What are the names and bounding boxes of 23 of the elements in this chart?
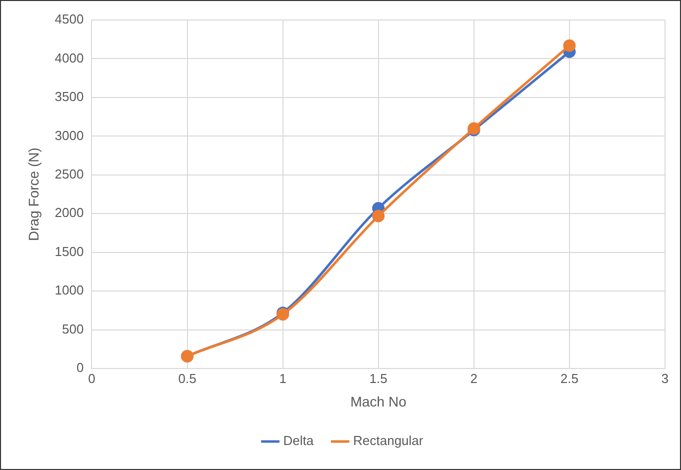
- y-tick-label: 3000: [54, 128, 84, 143]
- legend-label: Rectangular: [353, 433, 424, 448]
- x-tick-label: 0: [88, 370, 96, 386]
- y-tick-label: 1000: [54, 282, 84, 298]
- y-axis-title: Drag Force (N): [25, 148, 42, 241]
- y-tick-label: 3500: [54, 89, 84, 104]
- x-axis-title: Mach No: [350, 393, 407, 410]
- y-tick-label: 4000: [54, 50, 84, 66]
- x-tick-label: 2: [470, 370, 478, 386]
- y-tick-label: 2000: [54, 205, 84, 220]
- x-tick-label: 1.5: [369, 370, 388, 386]
- y-tick-label: 1500: [54, 244, 84, 259]
- y-tick-label: 500: [62, 321, 84, 336]
- x-tick-label: 0.5: [178, 370, 196, 386]
- legend-label: Delta: [283, 433, 314, 448]
- point: [563, 39, 576, 52]
- point: [372, 210, 385, 222]
- x-tick-label: 2.5: [560, 370, 578, 386]
- y-tick-label: 2500: [54, 166, 84, 182]
- x-tick-label: 3: [661, 370, 669, 386]
- x-tick-label: 1: [279, 370, 286, 386]
- y-tick-label: 4500: [54, 12, 84, 27]
- y-tick-label: 0: [76, 360, 84, 376]
